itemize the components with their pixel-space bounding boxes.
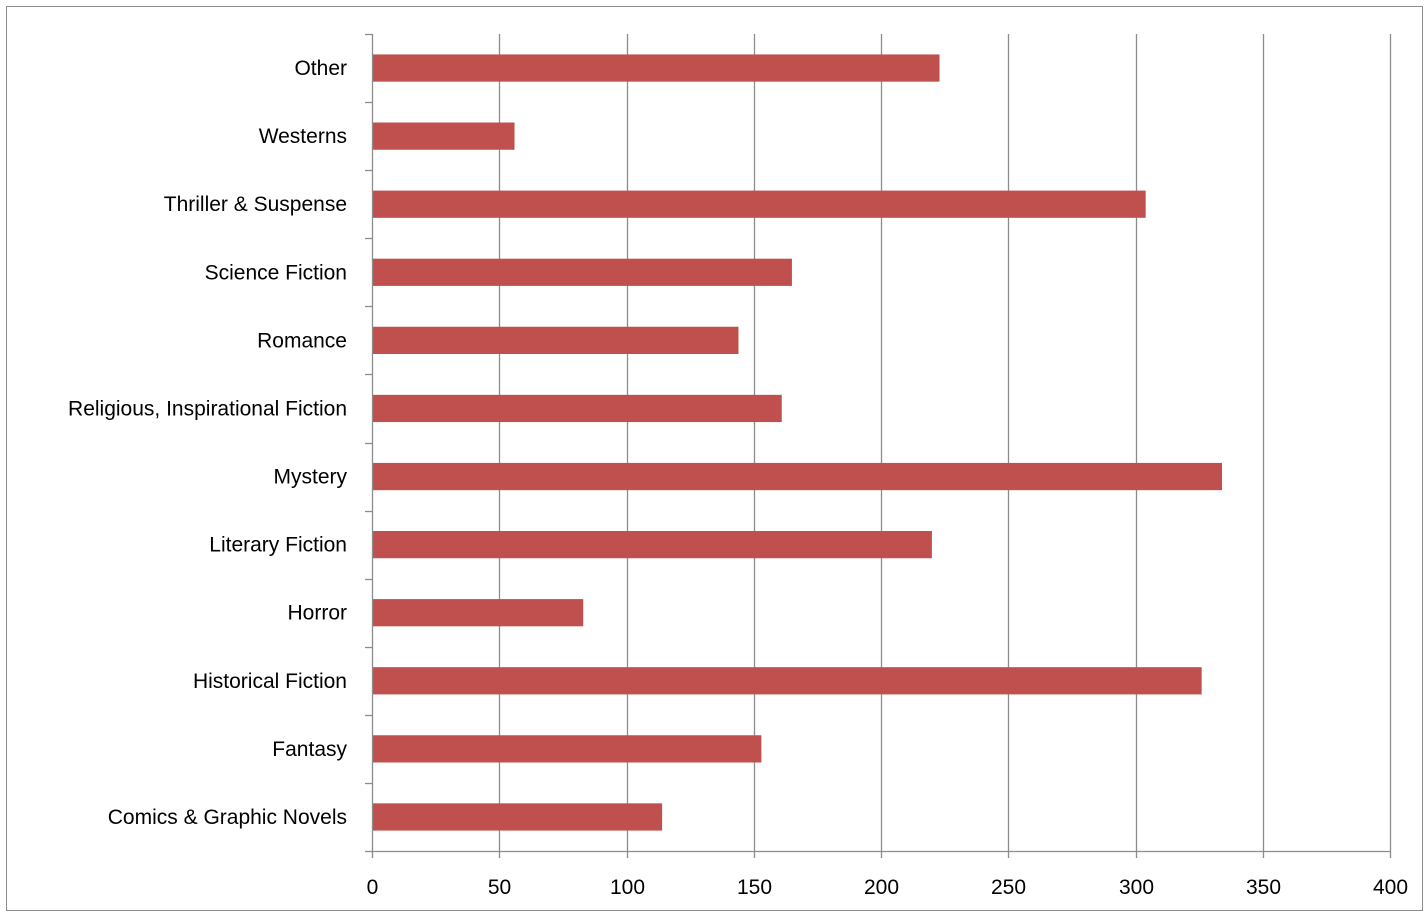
axes xyxy=(365,33,1392,858)
bar xyxy=(373,735,762,763)
x-tick-label: 100 xyxy=(610,876,645,899)
bar xyxy=(373,258,792,286)
bar xyxy=(373,54,940,82)
bar xyxy=(373,462,1223,491)
category-label: Thriller & Suspense xyxy=(164,193,347,216)
bar xyxy=(373,326,739,354)
x-tick-label: 0 xyxy=(367,876,379,899)
category-label: Religious, Inspirational Fiction xyxy=(68,397,347,420)
bar xyxy=(373,122,515,150)
category-labels: Comics & Graphic Novels Fantasy Historical… xyxy=(68,57,347,829)
x-tick-label: 200 xyxy=(864,876,899,899)
x-tick-label: 350 xyxy=(1246,876,1281,899)
category-label: Other xyxy=(294,57,347,80)
category-label: Horror xyxy=(287,602,347,625)
category-label: Literary Fiction xyxy=(209,534,347,557)
category-label: Historical Fiction xyxy=(193,670,347,693)
x-tick-label: 50 xyxy=(488,876,511,899)
x-tick-label: 250 xyxy=(991,876,1026,899)
x-tick-label: 150 xyxy=(737,876,772,899)
category-label: Comics & Graphic Novels xyxy=(108,806,347,829)
category-label: Westerns xyxy=(259,125,347,148)
bar xyxy=(373,599,584,627)
category-label: Romance xyxy=(257,329,347,352)
bar xyxy=(373,803,663,831)
x-tick-labels: 0 50 100 150 200 250 300 350 400 xyxy=(367,876,1408,899)
category-label: Science Fiction xyxy=(205,261,347,284)
x-tick-label: 400 xyxy=(1373,876,1408,899)
bars xyxy=(373,54,1223,831)
x-tick-label: 300 xyxy=(1119,876,1154,899)
bar xyxy=(373,531,932,559)
category-label: Mystery xyxy=(274,466,348,489)
gridlines xyxy=(498,34,1392,851)
bar xyxy=(373,667,1202,695)
bar xyxy=(373,190,1146,218)
bar xyxy=(373,394,782,423)
category-label: Fantasy xyxy=(272,738,347,761)
